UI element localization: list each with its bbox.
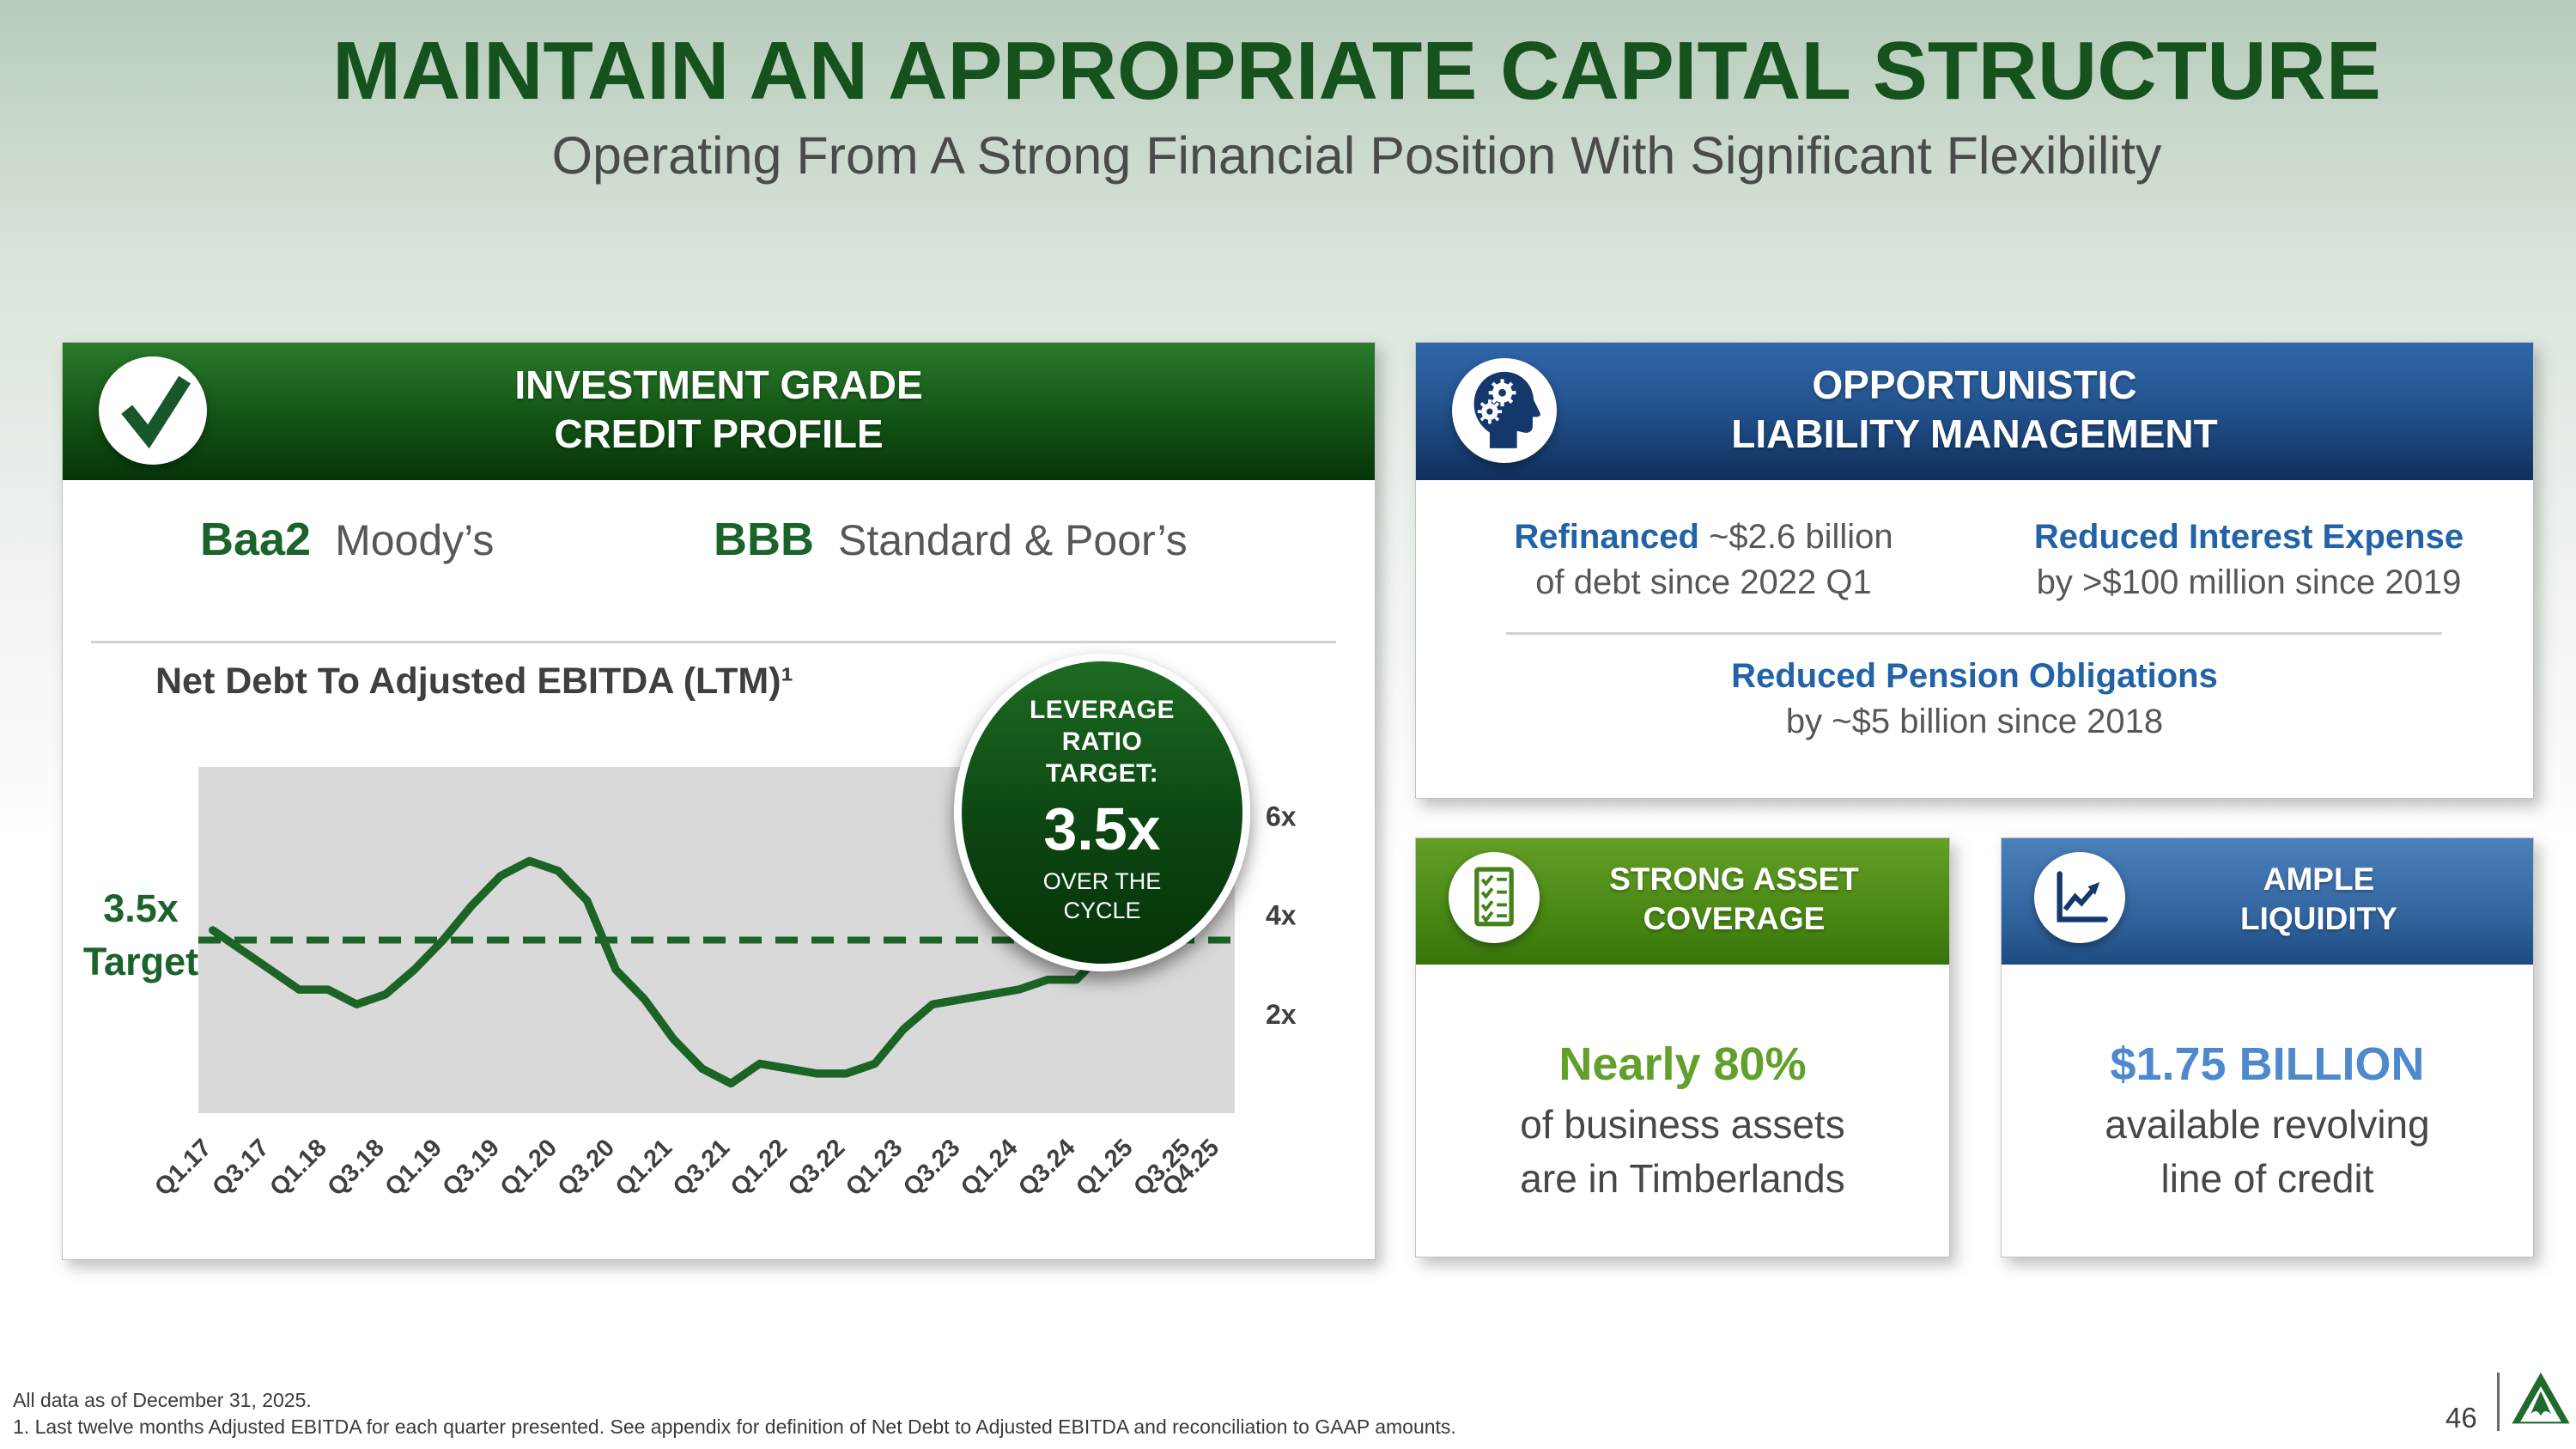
y-axis-label: 2x <box>1266 999 1297 1030</box>
page-subtitle: Operating From A Strong Financial Positi… <box>551 125 2162 185</box>
x-axis-label: Q3.23 <box>898 1134 965 1201</box>
credit-profile-header: INVESTMENT GRADE CREDIT PROFILE <box>63 343 1375 480</box>
x-axis-label: Q3.21 <box>668 1134 735 1201</box>
x-axis-label: Q1.21 <box>611 1134 677 1201</box>
y-axis-label: 4x <box>1266 900 1297 931</box>
weyerhaeuser-logo <box>2511 1371 2571 1430</box>
moodys-agency: Moody’s <box>335 516 495 564</box>
y-axis-label: 6x <box>1266 801 1297 832</box>
liquidity-body: $1.75 BILLION available revolving line o… <box>2002 965 2533 1206</box>
asset-coverage-body: Nearly 80% of business assets are in Tim… <box>1416 965 1949 1206</box>
x-axis-label: Q3.24 <box>1013 1134 1080 1201</box>
footnote-data-date: All data as of December 31, 2025. <box>13 1389 312 1411</box>
sp-rating: BBB Standard & Poor’s <box>714 513 1188 566</box>
x-axis-label: Q1.20 <box>495 1134 562 1201</box>
x-axis-label: Q1.19 <box>380 1134 447 1201</box>
x-axis-label: Q3.20 <box>553 1134 620 1201</box>
liquidity-title: AMPLE LIQUIDITY <box>2240 861 2397 936</box>
check-icon <box>99 356 207 465</box>
x-axis-label: Q3.18 <box>322 1134 389 1201</box>
leverage-target-badge: LEVERAGE RATIO TARGET: 3.5x OVER THE CYC… <box>954 654 1250 971</box>
liquidity-value: $1.75 BILLION <box>2110 1038 2425 1090</box>
pension-item: Reduced Pension Obligations by ~$5 billi… <box>1731 657 2218 740</box>
liability-management-header: OPPORTUNISTIC LIABILITY MANAGEMENT <box>1416 343 2533 480</box>
asset-coverage-value: Nearly 80% <box>1558 1038 1807 1090</box>
sp-rating-code: BBB <box>714 514 814 565</box>
x-axis-label: Q1.18 <box>264 1134 331 1201</box>
asset-coverage-header: STRONG ASSET COVERAGE <box>1416 838 1949 965</box>
leverage-target-value: 3.5x <box>1043 795 1161 862</box>
liquidity-panel: AMPLE LIQUIDITY $1.75 BILLION available … <box>2001 837 2534 1257</box>
ratings-divider <box>91 641 1336 643</box>
page-number: 46 <box>2445 1402 2477 1434</box>
credit-profile-title: INVESTMENT GRADE CREDIT PROFILE <box>514 362 923 456</box>
footnote-definition: 1. Last twelve months Adjusted EBITDA fo… <box>13 1416 1456 1438</box>
x-axis-label: Q1.17 <box>149 1134 216 1201</box>
line-chart-icon <box>2034 852 2125 943</box>
x-axis-label: Q3.19 <box>438 1134 505 1201</box>
asset-coverage-title: STRONG ASSET COVERAGE <box>1609 861 1859 936</box>
liquidity-header: AMPLE LIQUIDITY <box>2002 838 2533 965</box>
liability-divider <box>1506 632 2442 635</box>
moodys-rating-code: Baa2 <box>200 514 312 565</box>
page-title: MAINTAIN AN APPROPRIATE CAPITAL STRUCTUR… <box>332 25 2381 117</box>
interest-expense-item: Reduced Interest Expense by >$100 millio… <box>2033 518 2464 601</box>
ebitda-line <box>209 856 1224 1088</box>
moodys-rating: Baa2 Moody’s <box>200 513 494 566</box>
asset-coverage-panel: STRONG ASSET COVERAGE Nearly 80% of busi… <box>1415 837 1950 1257</box>
credit-profile-panel: INVESTMENT GRADE CREDIT PROFILE Baa2 Mood… <box>62 342 1376 1260</box>
refinanced-item: Refinanced ~$2.6 billion of debt since 2… <box>1514 518 1893 601</box>
liability-management-title: OPPORTUNISTIC LIABILITY MANAGEMENT <box>1731 362 2218 456</box>
x-axis-label: Q1.25 <box>1071 1134 1138 1201</box>
footer-divider <box>2497 1373 2500 1431</box>
head-gears-icon <box>1452 358 1557 463</box>
x-axis-label: Q1.24 <box>956 1134 1023 1201</box>
checklist-icon <box>1449 852 1540 943</box>
target-line-label: 3.5x Target <box>82 886 199 983</box>
sp-agency: Standard & Poor’s <box>838 516 1188 564</box>
x-axis-label: Q3.17 <box>207 1134 274 1201</box>
x-axis-label: Q1.22 <box>726 1134 793 1201</box>
chart-title: Net Debt To Adjusted EBITDA (LTM)¹ <box>155 661 793 702</box>
liability-management-panel: OPPORTUNISTIC LIABILITY MANAGEMENT Refin… <box>1415 342 2534 799</box>
title-block: MAINTAIN AN APPROPRIATE CAPITAL STRUCTUR… <box>0 26 2576 186</box>
x-axis-label: Q3.22 <box>783 1134 850 1201</box>
x-axis-label: Q1.23 <box>841 1134 908 1201</box>
